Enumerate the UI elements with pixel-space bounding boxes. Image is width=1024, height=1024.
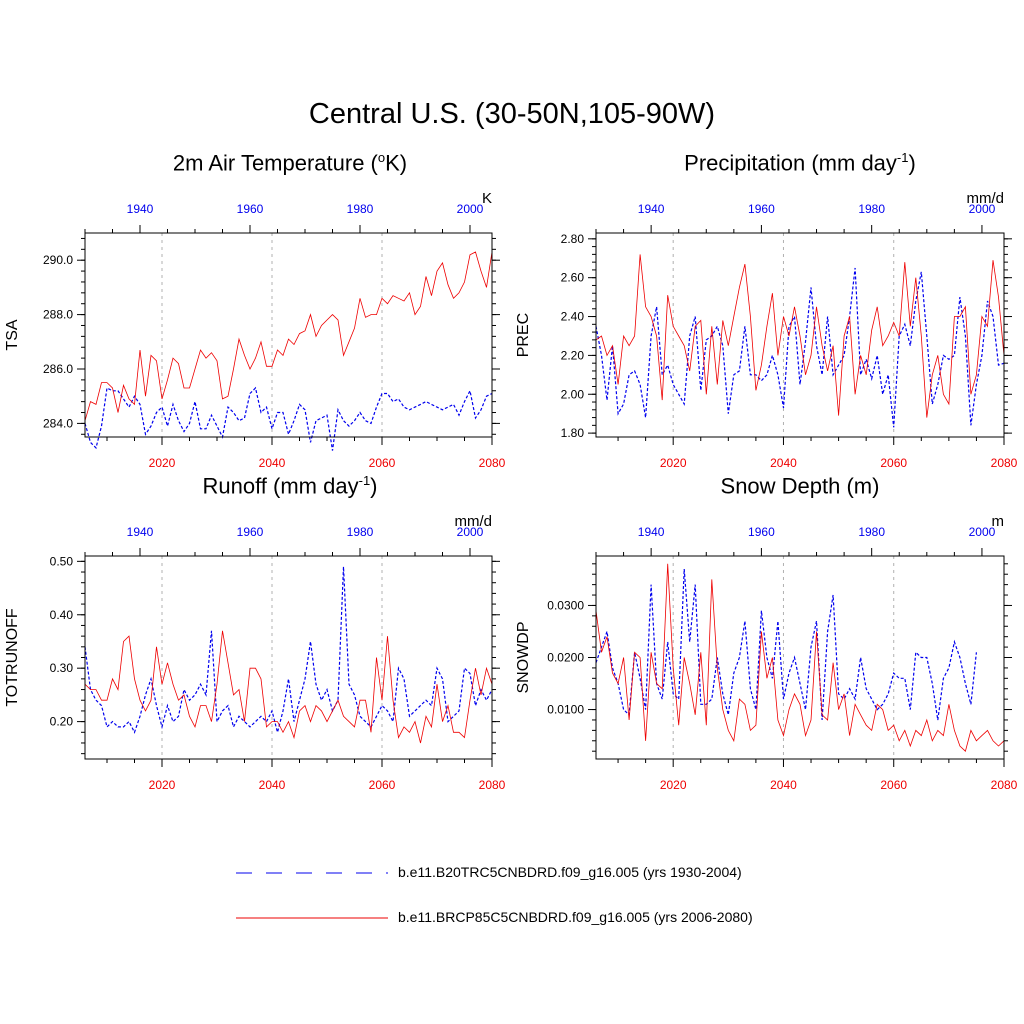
legend-label-historical: b.e11.B20TRC5CNBDRD.f09_g16.005 (yrs 193… bbox=[398, 864, 742, 880]
panel3-xtick-label-bottom: 2060 bbox=[369, 778, 396, 792]
panel2-xtick-label-top: 1940 bbox=[638, 202, 665, 216]
panel2-plot-frame bbox=[595, 232, 1005, 438]
panel2-ytick-label: 2.00 bbox=[561, 387, 585, 401]
panel4-units-label: m bbox=[992, 513, 1005, 530]
panel1-xtick-label-bottom: 2080 bbox=[479, 456, 506, 470]
panel4-xtick-label-bottom: 2020 bbox=[660, 778, 687, 792]
panel2-ytick-label: 2.40 bbox=[561, 310, 585, 324]
panel2-ylabel: PREC bbox=[515, 313, 532, 357]
panel3-ytick-label: 0.50 bbox=[50, 554, 74, 568]
panel4-xtick-label-top: 1960 bbox=[748, 525, 775, 539]
panel4-plot-frame bbox=[595, 555, 1005, 760]
panel2-ytick-label: 2.80 bbox=[561, 232, 585, 246]
panel1-xtick-label-top: 1980 bbox=[347, 202, 374, 216]
panel1-plot-frame bbox=[84, 232, 493, 438]
panel4-series-future bbox=[595, 563, 1005, 752]
panel3-xtick-label-top: 2000 bbox=[457, 525, 484, 539]
panel3-ytick-label: 0.20 bbox=[50, 715, 74, 729]
panel4-ytick-label: 0.0200 bbox=[547, 651, 584, 665]
panel2-ytick-label: 1.80 bbox=[561, 426, 585, 440]
panel1-ytick-label: 290.0 bbox=[43, 253, 73, 267]
panel3-xtick-label-bottom: 2080 bbox=[479, 778, 506, 792]
panel1-xtick-label-bottom: 2040 bbox=[259, 456, 286, 470]
panel1-ytick-label: 286.0 bbox=[43, 362, 73, 376]
panel4-xtick-label-bottom: 2080 bbox=[991, 778, 1018, 792]
panel3-series-future bbox=[84, 630, 493, 744]
panel2-xtick-label-top: 1980 bbox=[858, 202, 885, 216]
panel1-units-label: K bbox=[482, 190, 492, 207]
panel4-xtick-label-bottom: 2060 bbox=[880, 778, 907, 792]
panel3-units-label: mm/d bbox=[455, 513, 493, 530]
panel4-ytick-label: 0.0100 bbox=[547, 703, 584, 717]
panel-title-prec: Precipitation (mm day-1) bbox=[684, 150, 916, 176]
panel1-xtick-label-top: 2000 bbox=[457, 202, 484, 216]
panel2-xtick-label-bottom: 2080 bbox=[991, 456, 1018, 470]
legend-label-future: b.e11.BRCP85C5CNBDRD.f09_g16.005 (yrs 20… bbox=[398, 909, 753, 925]
panel3-ytick-label: 0.30 bbox=[50, 661, 74, 675]
panel3-series-historical bbox=[84, 566, 493, 734]
panel2-units-label: mm/d bbox=[967, 190, 1005, 207]
panel4-ylabel: SNOWDP bbox=[515, 622, 532, 694]
panel4-xtick-label-top: 2000 bbox=[969, 525, 996, 539]
panel1-series-historical bbox=[84, 386, 493, 451]
panel4-xtick-label-bottom: 2040 bbox=[770, 778, 797, 792]
panel-title-snowdp: Snow Depth (m) bbox=[720, 473, 880, 499]
panel1-ylabel: TSA bbox=[4, 319, 21, 350]
panel3-xtick-label-bottom: 2020 bbox=[149, 778, 176, 792]
panel3-ytick-label: 0.40 bbox=[50, 608, 74, 622]
panel3-xtick-label-bottom: 2040 bbox=[259, 778, 286, 792]
panel4-xtick-label-top: 1940 bbox=[638, 525, 665, 539]
panel2-xtick-label-bottom: 2020 bbox=[660, 456, 687, 470]
panel2-xtick-label-bottom: 2040 bbox=[770, 456, 797, 470]
panel3-ylabel: TOTRUNOFF bbox=[4, 608, 21, 707]
panel-title-runoff: Runoff (mm day-1) bbox=[202, 473, 378, 499]
panel4-xtick-label-top: 1980 bbox=[858, 525, 885, 539]
panel3-xtick-label-top: 1960 bbox=[237, 525, 264, 539]
panel1-xtick-label-bottom: 2020 bbox=[149, 456, 176, 470]
panel2-xtick-label-top: 1960 bbox=[748, 202, 775, 216]
panel1-xtick-label-bottom: 2060 bbox=[369, 456, 396, 470]
panel2-ytick-label: 2.60 bbox=[561, 271, 585, 285]
panel3-xtick-label-top: 1980 bbox=[347, 525, 374, 539]
panel1-xtick-label-top: 1940 bbox=[127, 202, 154, 216]
main-title: Central U.S. (30-50N,105-90W) bbox=[308, 98, 716, 130]
panel2-series-historical bbox=[595, 267, 1005, 428]
panel1-ytick-label: 288.0 bbox=[43, 308, 73, 322]
panel3-xtick-label-top: 1940 bbox=[127, 525, 154, 539]
panel-title-tsa: 2m Air Temperature (oK) bbox=[172, 150, 408, 176]
panel3-plot-frame bbox=[84, 555, 493, 760]
panel2-series-future bbox=[595, 254, 1005, 418]
panel2-xtick-label-bottom: 2060 bbox=[880, 456, 907, 470]
panel2-ytick-label: 2.20 bbox=[561, 348, 585, 362]
panel2-xtick-label-top: 2000 bbox=[969, 202, 996, 216]
panel1-ytick-label: 284.0 bbox=[43, 416, 73, 430]
panel1-xtick-label-top: 1960 bbox=[237, 202, 264, 216]
panel4-ytick-label: 0.0300 bbox=[547, 598, 584, 612]
panel4-series-historical bbox=[595, 568, 977, 721]
panel1-series-future bbox=[84, 251, 493, 421]
